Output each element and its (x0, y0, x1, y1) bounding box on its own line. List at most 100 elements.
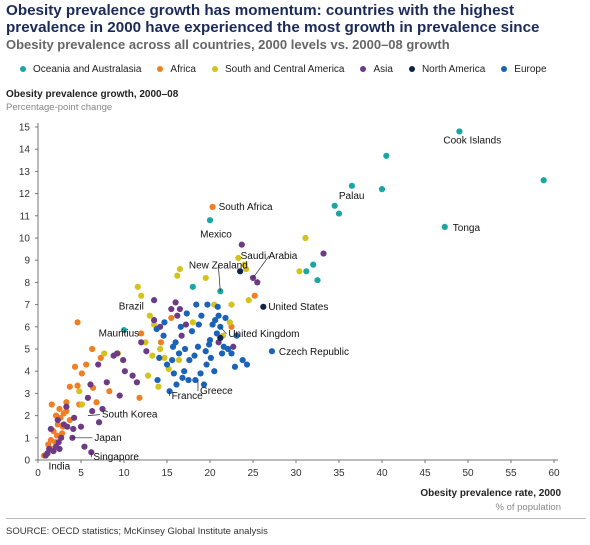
leader-line-united-kingdom (220, 326, 227, 335)
y-tick-label: 11 (20, 211, 31, 222)
y-tick-label: 13 (19, 167, 31, 178)
data-point-europe (268, 348, 276, 355)
data-point-europe (207, 354, 214, 361)
data-point-europe (194, 343, 202, 350)
data-point-europe (239, 357, 246, 364)
data-point-south-and-central-america (226, 319, 233, 326)
data-point-africa (89, 345, 96, 353)
data-point-asia (103, 379, 110, 386)
data-point-africa (54, 421, 61, 428)
data-point-south-and-central-america (243, 265, 250, 273)
legend-marker (157, 66, 164, 72)
y-tick-label: 3 (24, 389, 30, 400)
data-point-asia (50, 448, 57, 455)
data-point-south-and-central-america (138, 292, 145, 299)
data-point-africa (83, 361, 90, 368)
x-tick-label: 5 (78, 468, 84, 479)
legend-label: Europe (514, 63, 547, 75)
x-axis-unit: % of population (495, 502, 562, 513)
data-label-brazil: Brazil (119, 302, 144, 313)
data-point-europe (215, 312, 222, 319)
source-note: SOURCE: OECD statistics; McKinsey Global… (6, 526, 268, 537)
data-point-asia (230, 343, 237, 350)
legend-item-africa: Africa (157, 64, 196, 75)
data-point-oceania-and-australasia (348, 182, 355, 189)
data-point-asia (54, 416, 61, 424)
data-point-europe (170, 370, 177, 377)
data-point-south-and-central-america (235, 254, 242, 262)
data-point-south-and-central-america (142, 339, 149, 346)
y-tick-label: 9 (24, 256, 30, 267)
legend-label: Oceania and Australasia (33, 63, 142, 75)
y-tick-label: 2 (24, 411, 30, 422)
data-point-north-america (217, 334, 224, 341)
x-tick-label: 10 (118, 468, 130, 479)
data-point-europe (181, 368, 188, 375)
legend-marker (211, 66, 218, 72)
data-point-asia (121, 368, 128, 375)
legend-item-europe: Europe (501, 63, 547, 75)
leader-line-south-korea (87, 414, 100, 416)
data-point-south-and-central-america (134, 283, 141, 290)
data-point-oceania-and-australasia (383, 152, 390, 159)
data-point-europe (188, 328, 196, 335)
data-point-europe (169, 357, 176, 364)
data-point-asia (95, 419, 103, 426)
data-label-mauritius: Mauritius (99, 328, 140, 339)
data-point-africa (106, 388, 113, 395)
y-tick-label: 4 (24, 367, 30, 378)
chart-title: Obesity prevalence growth has momentum: … (6, 2, 540, 36)
data-point-south-and-central-america (155, 383, 162, 390)
data-point-europe (198, 312, 205, 319)
data-point-oceania-and-australasia (456, 128, 463, 135)
data-point-europe (156, 354, 163, 361)
data-point-europe (183, 310, 190, 317)
data-label-japan: Japan (94, 433, 121, 444)
leader-line-saudi-arabia (252, 255, 270, 279)
legend-marker (501, 66, 508, 72)
data-point-europe (160, 332, 167, 339)
data-point-europe (172, 339, 179, 346)
data-point-asia (70, 425, 77, 433)
data-point-asia (99, 405, 106, 413)
data-point-south-and-central-america (161, 354, 168, 361)
legend-label: Asia (373, 63, 393, 75)
data-point-oceania-and-australasia (189, 283, 196, 290)
data-point-africa (74, 382, 81, 389)
data-point-asia (95, 361, 102, 368)
data-point-oceania-and-australasia (120, 327, 128, 334)
data-point-oceania-and-australasia (310, 261, 317, 268)
data-point-oceania-and-australasia (335, 210, 343, 217)
data-point-south-and-central-america (228, 301, 235, 308)
data-point-asia (138, 339, 145, 346)
data-point-africa (60, 410, 67, 417)
data-point-africa (97, 354, 104, 361)
data-point-asia (87, 381, 94, 388)
data-point-oceania-and-australasia (314, 277, 321, 284)
data-label-mexico: Mexico (200, 230, 232, 241)
data-label-palau: Palau (339, 191, 365, 202)
y-tick-label: 8 (24, 278, 30, 289)
data-point-asia (60, 421, 67, 428)
data-point-europe (181, 345, 189, 353)
data-point-europe (214, 303, 221, 310)
data-label-india: India (48, 461, 70, 472)
data-label-singapore: Singapore (93, 452, 139, 463)
data-point-asia (320, 250, 327, 257)
y-tick-label: 0 (24, 456, 30, 467)
data-point-oceania-and-australasia (378, 186, 386, 193)
legend-marker (20, 66, 26, 72)
data-point-oceania-and-australasia (331, 202, 338, 209)
data-point-africa (74, 319, 81, 326)
data-point-south-and-central-america (76, 388, 83, 395)
data-point-europe (220, 343, 227, 350)
data-point-africa (157, 339, 165, 346)
data-point-oceania-and-australasia (540, 177, 547, 184)
data-label-cook-islands: Cook Islands (443, 135, 501, 146)
chart-subtitle: Obesity prevalence across all countries,… (6, 37, 450, 52)
data-point-oceania-and-australasia (303, 268, 310, 275)
y-tick-label: 15 (19, 123, 31, 134)
data-point-asia (129, 372, 136, 379)
data-point-south-and-central-america (302, 234, 309, 242)
data-point-africa (66, 383, 73, 390)
